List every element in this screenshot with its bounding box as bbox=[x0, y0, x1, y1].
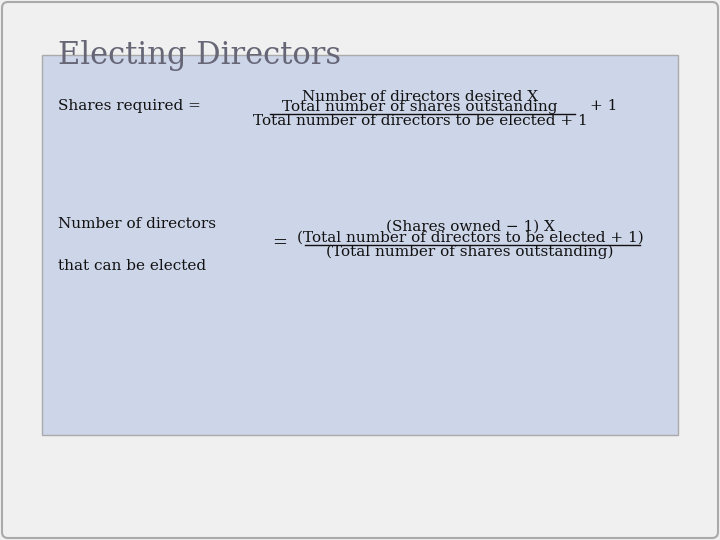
Text: =: = bbox=[272, 234, 287, 252]
Text: + 1: + 1 bbox=[590, 99, 617, 113]
FancyBboxPatch shape bbox=[42, 55, 678, 435]
Text: Electing Directors: Electing Directors bbox=[58, 40, 341, 71]
Text: (Total number of shares outstanding): (Total number of shares outstanding) bbox=[326, 245, 613, 259]
Text: (Total number of directors to be elected + 1): (Total number of directors to be elected… bbox=[297, 231, 644, 245]
Text: Shares required =: Shares required = bbox=[58, 99, 201, 113]
Text: (Shares owned − 1) X: (Shares owned − 1) X bbox=[385, 220, 554, 234]
Text: Number of directors desired X: Number of directors desired X bbox=[302, 90, 538, 104]
Text: that can be elected: that can be elected bbox=[58, 259, 206, 273]
Text: Total number of shares outstanding: Total number of shares outstanding bbox=[282, 100, 558, 114]
Text: Number of directors: Number of directors bbox=[58, 217, 216, 231]
Text: Total number of directors to be elected + 1: Total number of directors to be elected … bbox=[253, 114, 588, 128]
